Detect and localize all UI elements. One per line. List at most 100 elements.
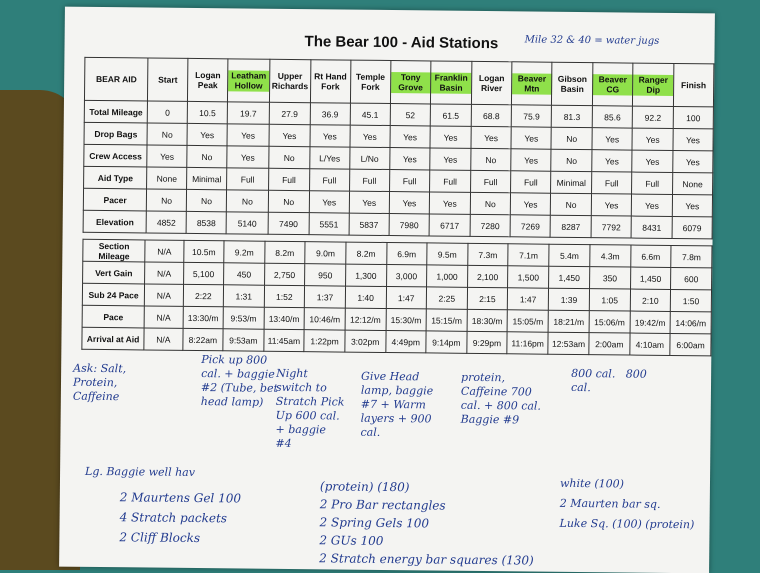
cell: Yes [227,123,269,147]
note-item: Luke Sq. (100) (protein) [559,516,695,532]
cell: 6079 [671,216,713,239]
header-cell: Beaver CG [592,62,634,107]
row-label: Crew Access [83,144,148,167]
header-cell: Ranger Dip [632,63,674,107]
cell: 18:21/m [548,310,590,333]
cell: 5.4m [548,244,591,267]
header-cell: Rt Hand Fork [310,59,351,104]
cell: Full [470,170,511,193]
row-label: Vert Gain [82,261,146,284]
cell: Yes [591,193,632,217]
cell: Yes [632,128,674,151]
cell: 15:06/m [589,310,630,334]
cell: L/Yes [309,146,350,170]
cell: 1:31 [223,284,265,308]
note-list: white (100) 2 Maurten bar sq. Luke Sq. (10… [559,474,700,535]
cell: Yes [510,148,552,172]
cell: No [186,145,228,168]
cell: 13:40/m [263,307,305,330]
cell: 100 [673,106,714,129]
note-item: 2 Maurten bar sq. [559,496,661,511]
row-label: Pacer [83,188,147,211]
cell: 12:53am [547,332,590,355]
cell: 1,000 [426,264,468,288]
cell: No [551,149,592,172]
cell: 2,100 [467,265,509,288]
note: Night switch to Stratch Pick Up 600 cal.… [275,366,349,451]
cell: 18:30/m [466,309,508,332]
cell: 2:00am [588,332,630,356]
cell: Full [429,169,471,193]
header-cell: Gibson Basin [551,62,593,106]
cell: 7.3m [467,243,509,266]
cell: 6.6m [630,245,672,268]
cell: Full [510,170,552,194]
cell: No [551,127,593,150]
cell: 7490 [267,212,310,235]
cell: 450 [223,262,265,286]
cell: 4.3m [589,244,631,268]
cell: 19:42/m [629,311,671,334]
cell: 10:46/m [304,307,346,331]
cell: 8431 [631,216,673,239]
cell: L/No [349,147,391,170]
cell: 1:47 [507,287,549,311]
cell: Yes [632,150,673,173]
cell: 9.5m [426,242,468,266]
header-cell: Franklin Basin [430,60,472,105]
cell: 36.9 [310,102,350,126]
cell: 75.9 [511,104,552,128]
header-cell: Leatham Hollow [227,58,270,103]
cell: 5,100 [183,262,224,285]
cell: 7269 [510,214,551,238]
note: Ask: Salt, Protein, Caffeine [72,361,130,404]
cell: N/A [145,239,184,263]
note-list: 2 Maurtens Gel 100 4 Stratch packets 2 Cli… [119,487,320,549]
aid-table: BEAR AID Start Logan Peak Leatham Hollow Upp… [83,57,715,240]
header-cell: BEAR AID [84,57,149,101]
row-label: Total Mileage [84,100,148,123]
cell: 350 [589,266,631,290]
cell: 4852 [146,210,187,234]
cell: Yes [631,194,673,217]
cell: Yes [349,125,391,148]
note-item: 4 Stratch packets [119,510,228,526]
cell: 1,300 [345,264,387,287]
note-item: white (100) [559,476,625,491]
cell: Yes [429,147,471,171]
cell: Full [309,168,350,192]
row-label: Elevation [83,210,147,233]
cell: Full [349,169,390,192]
note-item: 2 Stratch energy bar squares (130) [319,551,534,568]
cell: No [146,188,187,212]
cell: N/A [144,261,184,285]
cell: 12:12/m [345,308,386,331]
header-cell: Logan Peak [187,58,229,102]
header-cell: Temple Fork [349,60,391,104]
cell: Minimal [186,167,228,190]
cell: Yes [268,124,311,147]
cell: No [550,193,592,216]
cell: No [470,148,512,171]
cell: Full [268,168,310,191]
header-cell: Logan River [471,61,512,105]
cell: 45.1 [349,103,391,126]
cell: 52 [390,103,431,126]
cell: Yes [672,150,713,173]
cell: Yes [470,126,512,149]
note-list: (protein) (180) 2 Pro Bar rectangles 2 Spr… [319,477,560,570]
cell: 19.7 [227,101,270,125]
row-label: Drop Bags [84,122,148,145]
cell: N/A [144,283,184,307]
header-cell: Start [147,57,188,102]
cell: Full [591,171,633,195]
cell: 9:53am [223,328,264,352]
cell: Yes [672,194,713,217]
cell: Full [631,172,673,195]
note-item: 2 Maurtens Gel 100 [119,490,242,506]
note: protein, Caffeine 700 cal. + 800 cal. Ba… [460,370,545,427]
cell: 5140 [226,211,268,235]
note-item: 2 Cliff Blocks [119,530,201,546]
header-cell: Beaver Mtn [511,61,553,106]
